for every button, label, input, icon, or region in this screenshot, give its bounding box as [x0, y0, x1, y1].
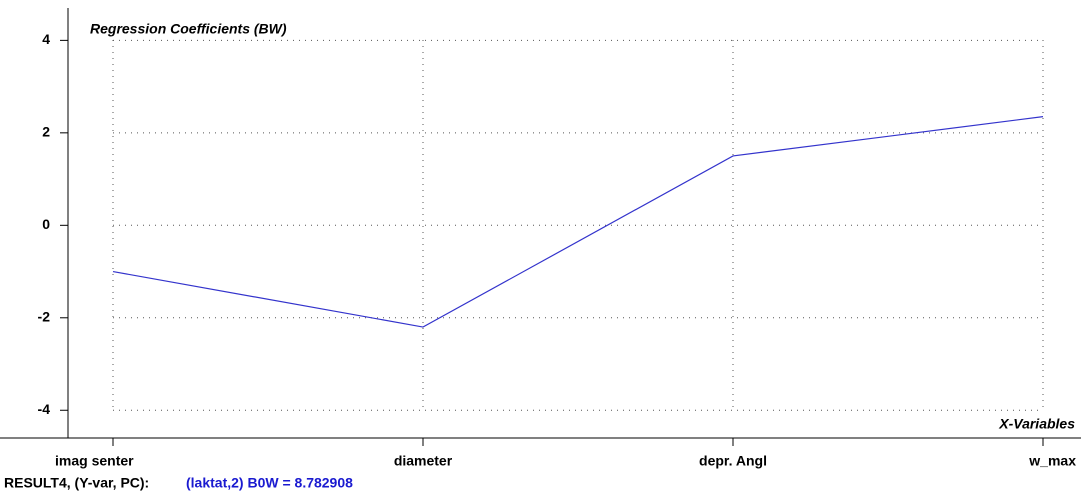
x-tick-label: depr. Angl [699, 453, 767, 469]
x-tick-label: w_max [1028, 453, 1076, 469]
y-tick-label: 0 [42, 216, 50, 232]
y-tick-label: -2 [38, 308, 51, 324]
x-tick-label: imag senter [55, 453, 134, 469]
y-tick-label: 2 [42, 124, 50, 140]
status-value: (laktat,2) B0W = 8.782908 [186, 475, 353, 491]
chart-title: Regression Coefficients (BW) [90, 21, 287, 37]
x-tick-label: diameter [394, 453, 453, 469]
y-tick-label: -4 [38, 401, 51, 417]
status-label: RESULT4, (Y-var, PC): [4, 475, 149, 491]
series-line [112, 116, 1044, 328]
y-tick-label: 4 [42, 31, 50, 47]
x-axis-label: X-Variables [998, 416, 1075, 432]
